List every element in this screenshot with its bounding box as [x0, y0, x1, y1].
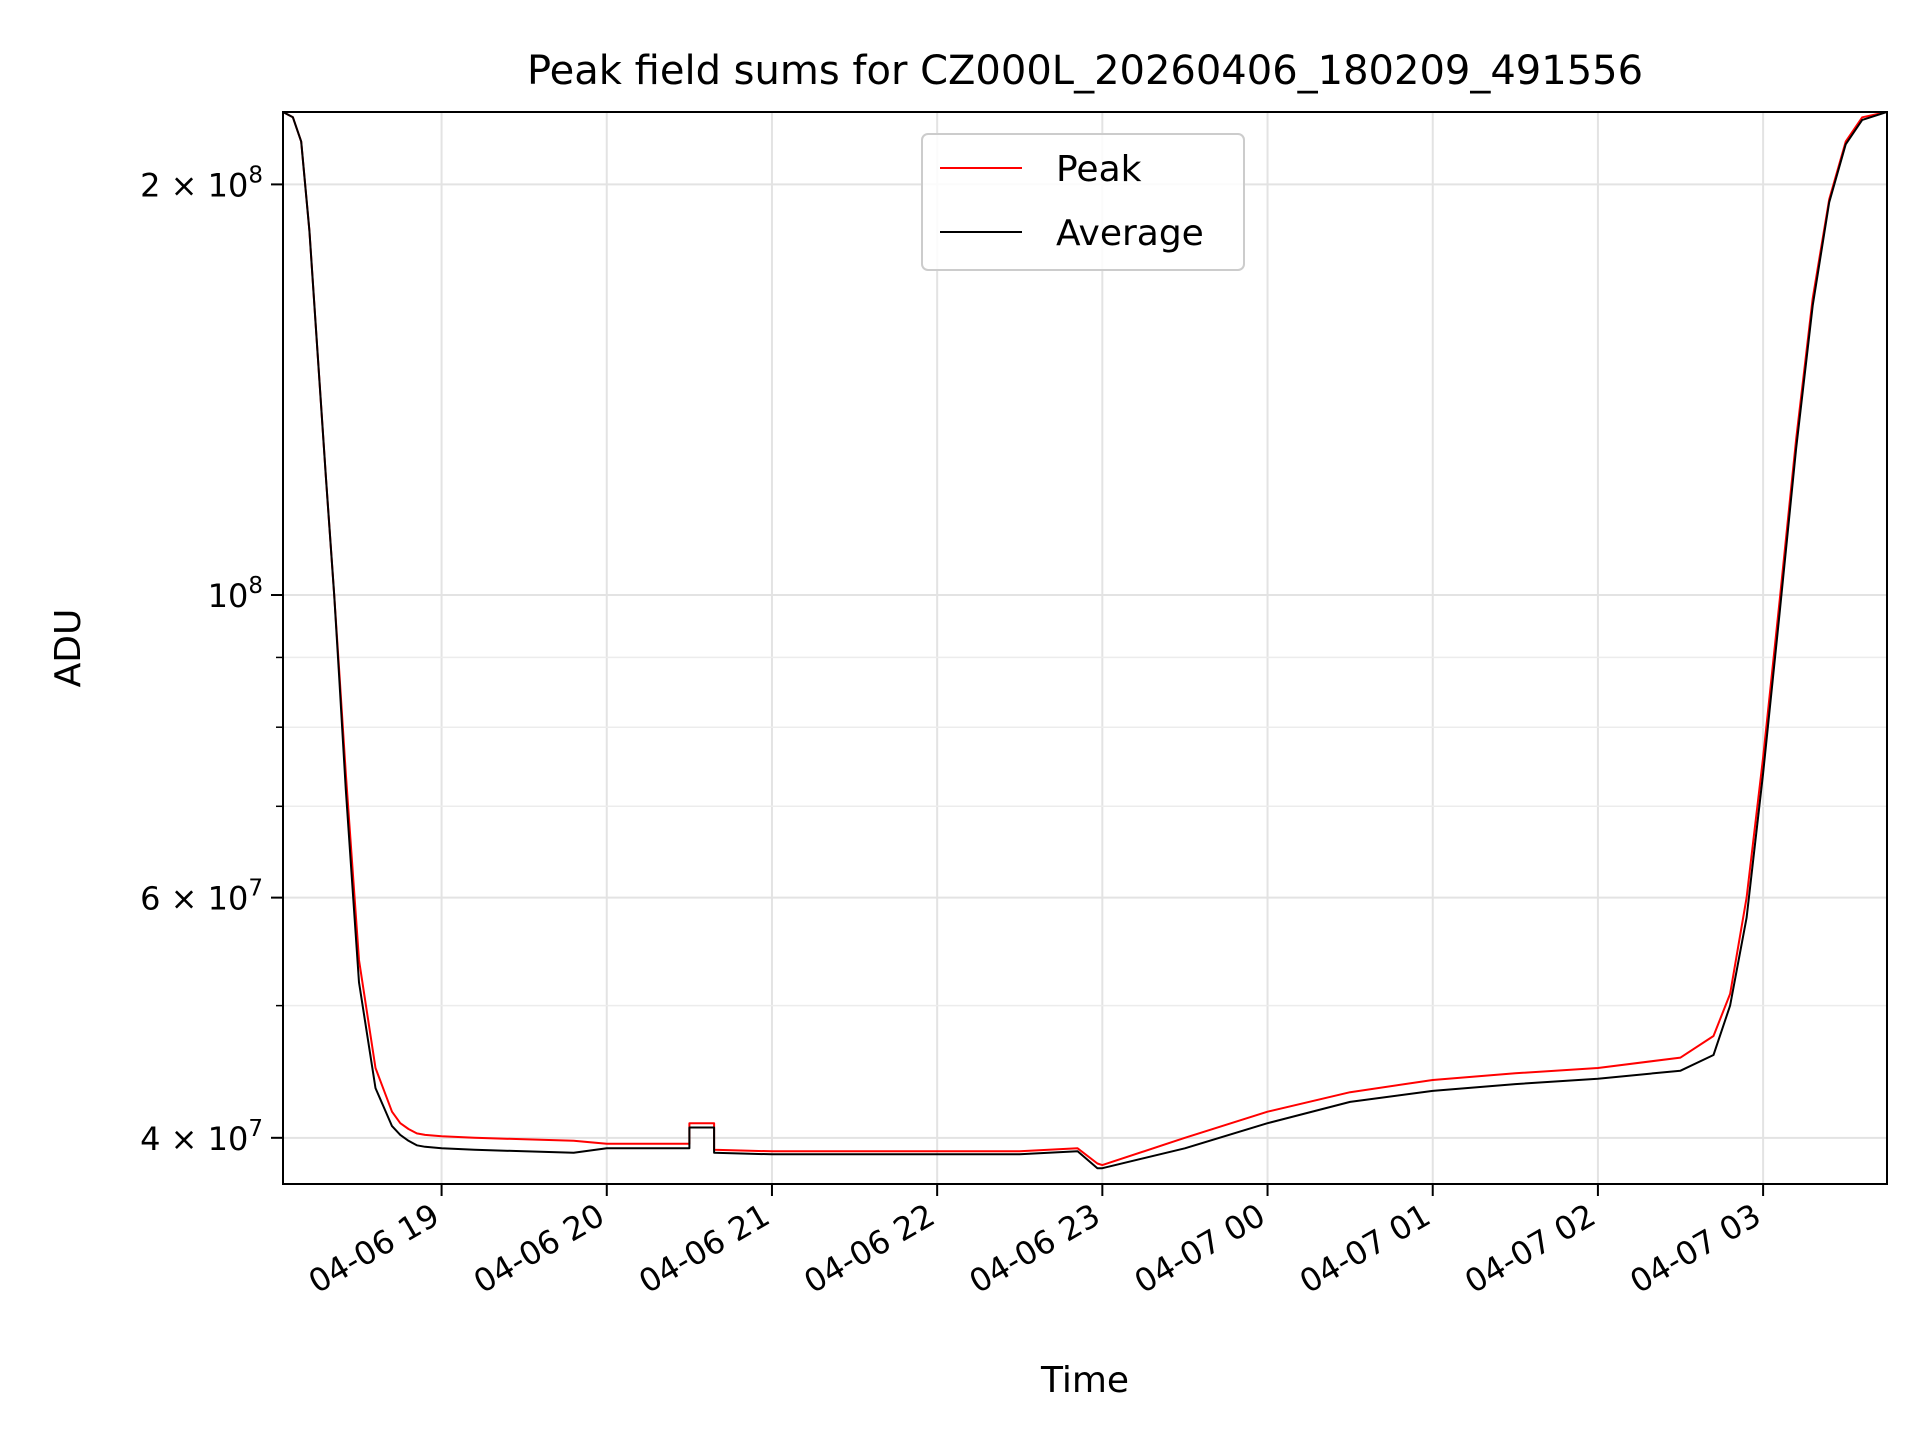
y-tick-label: 108	[208, 573, 263, 615]
legend: Peak Average	[921, 133, 1245, 271]
axes-frame	[282, 111, 1888, 1185]
legend-label-average: Average	[1056, 213, 1204, 254]
y-tick-label: 2 × 108	[140, 162, 263, 204]
y-tick-label: 6 × 107	[140, 876, 263, 918]
y-tick-label: 4 × 107	[140, 1116, 263, 1158]
series-line-peak	[283, 112, 1887, 1167]
plot-area	[283, 112, 1887, 1170]
y-axis-label: ADU	[48, 609, 89, 688]
grid	[283, 112, 1887, 1184]
x-axis-label: Time	[1040, 1360, 1129, 1401]
series-line-average	[283, 112, 1887, 1170]
chart-title: Peak field sums for CZ000L_20260406_1802…	[527, 48, 1643, 94]
legend-label-peak: Peak	[1056, 149, 1142, 190]
